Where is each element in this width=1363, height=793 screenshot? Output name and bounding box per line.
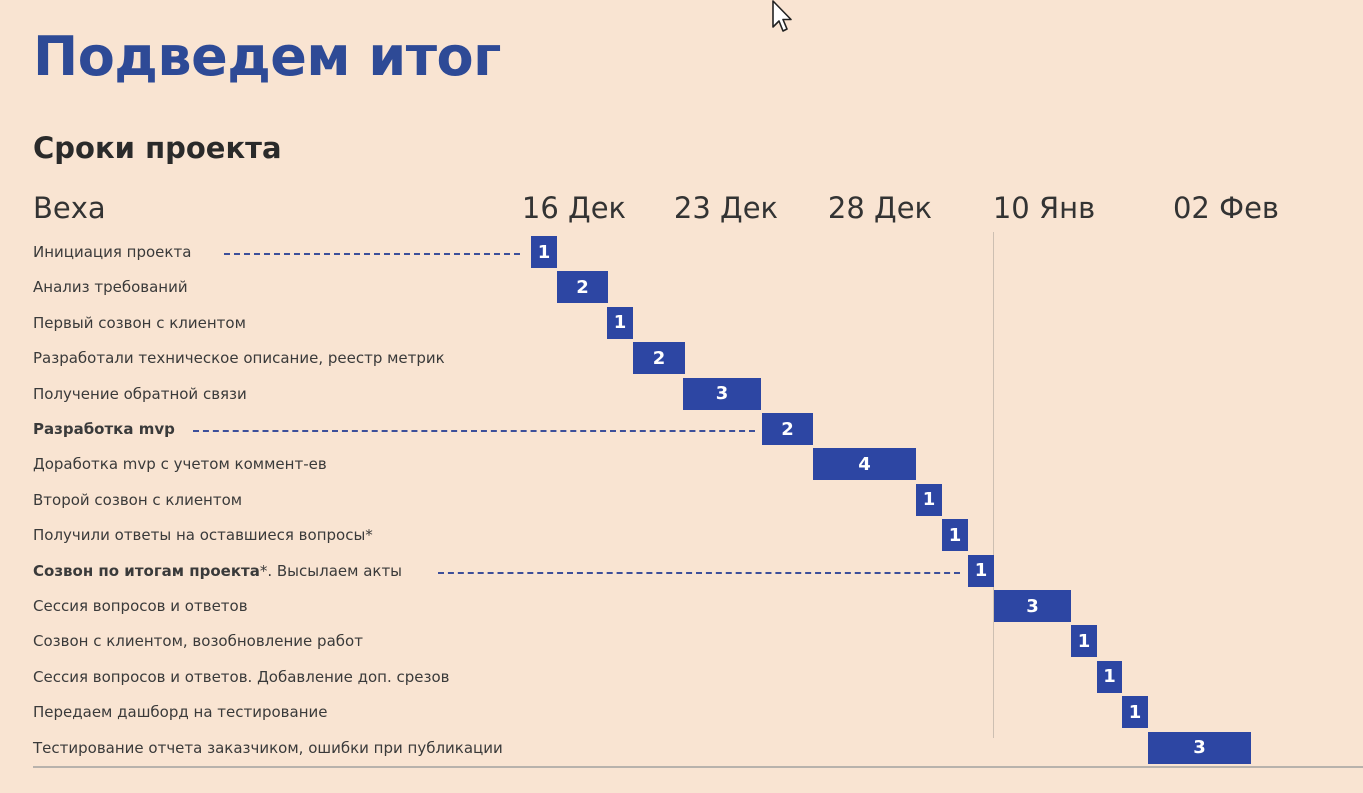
gantt-bar: 1	[968, 554, 994, 587]
gantt-bar-value: 2	[652, 347, 666, 369]
task-label: Анализ требований	[33, 279, 188, 295]
gantt-bar: 2	[633, 342, 685, 375]
task-label: Разработка mvp	[33, 421, 175, 437]
date-label: 23 Дек	[673, 191, 779, 225]
task-label-text: Второй созвон с клиентом	[33, 490, 243, 509]
gantt-bar-value: 1	[922, 489, 936, 511]
task-label-text: Разработали техническое описание, реестр…	[33, 349, 445, 368]
task-label: Сессия вопросов и ответов	[33, 598, 248, 614]
task-label: Получили ответы на оставшиеся вопросы*	[33, 527, 373, 543]
date-label: 10 Янв	[992, 191, 1096, 225]
task-label: Доработка mvp с учетом коммент-ев	[33, 456, 327, 472]
task-label: Второй созвон с клиентом	[33, 492, 242, 508]
task-label: Получение обратной связи	[33, 386, 247, 402]
gantt-bar: 3	[1148, 731, 1251, 764]
gantt-bar-value: 1	[948, 524, 962, 546]
task-label-text: Сессия вопросов и ответов	[33, 597, 248, 615]
gantt-bar: 1	[942, 519, 968, 552]
task-label: Передаем дашборд на тестирование	[33, 704, 328, 720]
gantt-bar: 1	[607, 306, 633, 339]
gantt-bar: 1	[1122, 696, 1148, 729]
task-label-text: Анализ требований	[33, 278, 188, 297]
gantt-bar: 4	[813, 448, 916, 481]
gantt-bar: 1	[1097, 660, 1122, 693]
task-label: Тестирование отчета заказчиком, ошибки п…	[33, 740, 503, 756]
milestone-column-header: Веха	[33, 191, 106, 225]
milestone-dash-line	[193, 430, 755, 432]
gantt-bar-value: 3	[715, 383, 729, 405]
task-label-text: Получили ответы на оставшиеся вопросы*	[33, 526, 373, 545]
task-label-text: Доработка mvp с учетом коммент-ев	[33, 455, 327, 474]
section-title: Сроки проекта	[33, 131, 282, 165]
task-label-text: Созвон с клиентом, возобновление работ	[33, 632, 363, 651]
gantt-bar: 1	[531, 236, 557, 268]
task-label: Первый созвон с клиентом	[33, 315, 246, 331]
task-label-bold: Разработка mvp	[33, 420, 175, 438]
page-title: Подведем итог	[33, 25, 501, 88]
gantt-bar: 2	[762, 413, 813, 445]
gantt-bar-value: 4	[858, 453, 871, 475]
task-label: Инициация проекта	[33, 244, 191, 260]
task-label-text: Тестирование отчета заказчиком, ошибки п…	[33, 738, 503, 757]
gantt-bar: 1	[916, 483, 942, 516]
task-label: Созвон с клиентом, возобновление работ	[33, 633, 363, 649]
today-marker-line	[993, 232, 994, 738]
gantt-bar: 2	[557, 271, 608, 304]
gantt-bar-value: 1	[613, 312, 627, 334]
task-label: Созвон по итогам проекта*. Высылаем акты	[33, 563, 402, 579]
gantt-bar-value: 2	[781, 418, 794, 440]
task-label-text: Первый созвон с клиентом	[33, 313, 246, 332]
task-label: Разработали техническое описание, реестр…	[33, 350, 445, 366]
gantt-bar-value: 1	[1077, 630, 1091, 652]
gantt-bar: 3	[683, 377, 761, 410]
date-label: 28 Дек	[827, 191, 933, 225]
gantt-bar-value: 1	[1103, 666, 1116, 688]
gantt-bar-value: 2	[576, 276, 589, 298]
gantt-bar: 3	[994, 590, 1071, 622]
gantt-bar-value: 1	[1128, 701, 1142, 723]
date-label: 02 Фев	[1172, 191, 1280, 225]
gantt-bar-value: 3	[1193, 737, 1206, 759]
task-label-text: Передаем дашборд на тестирование	[33, 703, 328, 722]
task-label-text: Получение обратной связи	[33, 384, 247, 403]
date-label: 16 Дек	[521, 191, 627, 225]
gantt-bar: 1	[1071, 625, 1097, 658]
task-label-bold: Созвон по итогам проекта	[33, 561, 260, 580]
milestone-dash-line	[224, 253, 520, 255]
task-label-text: Сессия вопросов и ответов. Добавление до…	[33, 667, 450, 686]
gantt-bar-value: 3	[1026, 595, 1039, 617]
milestone-dash-line	[438, 571, 960, 574]
gantt-bar-value: 1	[974, 560, 988, 582]
task-label-text: Инициация проекта	[33, 243, 192, 261]
task-label-text: *. Высылаем акты	[259, 561, 403, 580]
task-label: Сессия вопросов и ответов. Добавление до…	[33, 669, 450, 685]
gantt-bar-value: 1	[537, 241, 551, 263]
chart-baseline	[33, 766, 1363, 768]
mouse-cursor-icon	[772, 0, 792, 32]
